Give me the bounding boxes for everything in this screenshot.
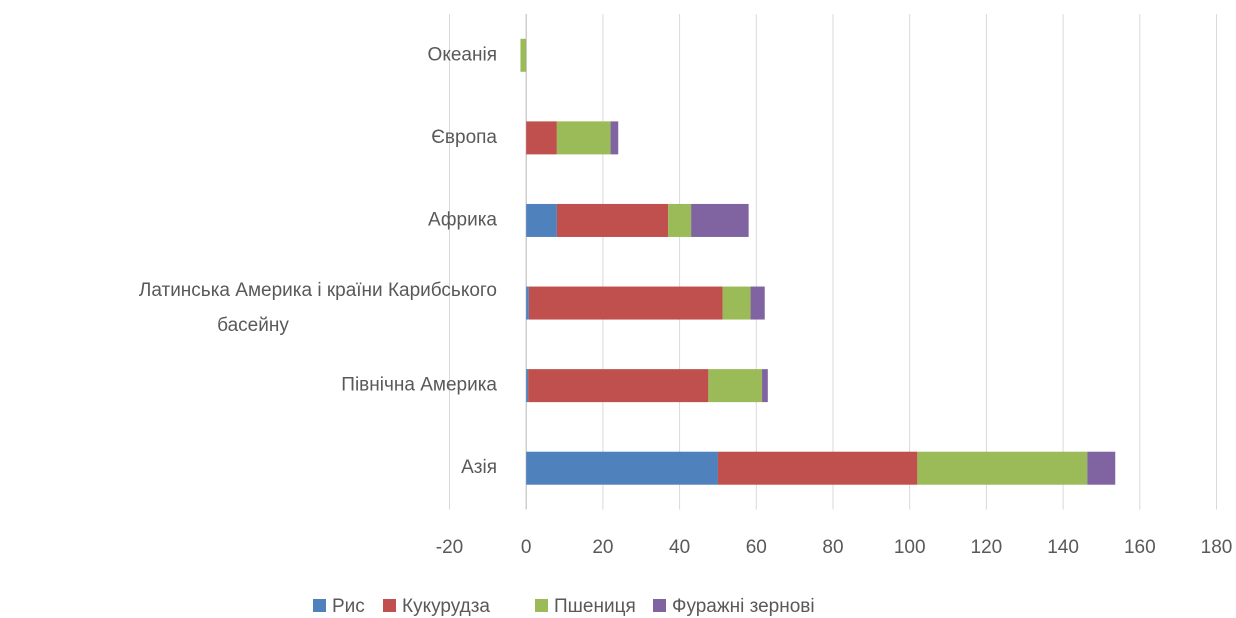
legend-label: Пшениця <box>554 596 636 617</box>
x-tick-label: 80 <box>822 537 843 558</box>
y-tick-label: Північна Америка <box>341 375 497 396</box>
bar <box>526 121 557 155</box>
x-tick-label: 160 <box>1124 537 1156 558</box>
bar <box>668 203 692 237</box>
legend-swatch <box>653 599 666 612</box>
bar <box>917 451 1088 485</box>
x-tick-label: -20 <box>436 537 463 558</box>
bar <box>1087 451 1116 485</box>
x-tick-label: 20 <box>592 537 613 558</box>
bar <box>556 121 611 155</box>
legend-swatch <box>383 599 396 612</box>
x-tick-label: 180 <box>1201 537 1233 558</box>
x-tick-label: 120 <box>971 537 1003 558</box>
bar <box>528 286 723 320</box>
x-tick-label: 100 <box>894 537 926 558</box>
bar <box>526 203 557 237</box>
x-tick-label: 140 <box>1047 537 1079 558</box>
y-tick-label: Європа <box>431 127 497 148</box>
bar <box>750 286 765 320</box>
x-tick-label: 40 <box>669 537 690 558</box>
y-tick-label: Африка <box>428 209 497 230</box>
bar <box>526 286 529 320</box>
bar <box>610 121 619 155</box>
legend-swatch <box>313 599 326 612</box>
y-tick-label: Океанія <box>428 44 497 65</box>
bar <box>708 369 763 403</box>
label-line: Латинська Америка і країни Карибського <box>139 280 497 301</box>
legend-swatch <box>535 599 548 612</box>
bar <box>520 38 527 72</box>
y-tick-label: Азія <box>461 457 497 478</box>
bar <box>528 369 709 403</box>
bar <box>526 451 718 485</box>
legend-label: Рис <box>332 596 365 617</box>
bar <box>762 369 768 403</box>
bar <box>717 451 918 485</box>
bar <box>556 203 669 237</box>
bar <box>691 203 749 237</box>
legend-label: Фуражні зернові <box>672 596 815 617</box>
y-tick-label: Латинська Америка і країни Карибського ба… <box>139 280 497 336</box>
bar <box>722 286 751 320</box>
bar <box>526 369 529 403</box>
x-tick-label: 0 <box>521 537 532 558</box>
legend-label: Кукурудза <box>402 596 490 617</box>
label-line: басейну <box>217 315 289 336</box>
x-tick-label: 60 <box>746 537 767 558</box>
